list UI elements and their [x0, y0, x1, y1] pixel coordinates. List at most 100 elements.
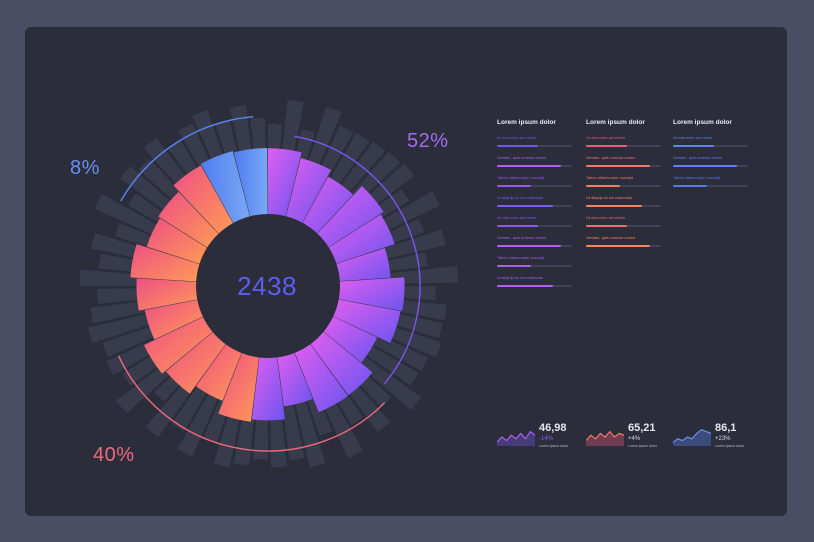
legend-item: Tation ullamcorper suscipit: [497, 175, 577, 195]
outer-arc: [120, 115, 254, 202]
background-bar: [343, 344, 422, 411]
segment-bar-0: [268, 148, 302, 217]
segment-bar-2: [233, 148, 268, 217]
progress-track: [497, 165, 572, 167]
legend-item: Ut aliquip ex ea commodo: [586, 195, 666, 215]
legend-item: Ut wisi enim ad minim: [586, 135, 666, 155]
segment-bar-0: [294, 344, 348, 413]
segment-bar-1: [143, 316, 213, 374]
sparkline-area: [586, 431, 624, 446]
column-title: Lorem ipsum dolor: [586, 119, 645, 126]
stat-caption: Lorem ipsum dolor: [628, 444, 657, 448]
progress-track: [586, 205, 661, 207]
segment-bar-0: [328, 214, 395, 264]
legend-item-label: Tation ullamcorper suscipit: [586, 175, 634, 180]
stat-change: +4%: [628, 436, 641, 442]
legend-item-label: Ut wisi enim ad minim: [497, 215, 536, 220]
legend-item: Veniam, quis nostrud exerci: [673, 155, 753, 175]
progress-fill: [586, 185, 620, 187]
progress-fill: [497, 145, 539, 147]
sparkline: [586, 430, 624, 446]
column-title: Lorem ipsum dolor: [673, 119, 732, 126]
legend-item: Tation ullamcorper suscipit: [673, 175, 753, 195]
legend-item-label: Ut wisi enim ad minim: [673, 135, 712, 140]
segment-bar-0: [285, 158, 332, 223]
stat-card: 46,98 -14% Lorem ipsum dolor: [497, 420, 577, 452]
outer-arc: [294, 135, 421, 385]
segment-label-purple: 52%: [407, 130, 449, 152]
progress-fill: [586, 165, 650, 167]
segment-bar-1: [146, 218, 208, 264]
legend-item-label: Ut wisi enim ad minim: [586, 215, 625, 220]
progress-fill: [586, 245, 650, 247]
segment-bar-0: [310, 331, 373, 396]
outer-arc: [117, 355, 386, 452]
segment-bar-1: [136, 278, 198, 311]
progress-fill: [586, 145, 628, 147]
legend-item-label: Tation ullamcorper suscipit: [673, 175, 721, 180]
segment-bar-2: [200, 151, 250, 223]
segment-bar-1: [173, 165, 233, 234]
progress-track: [586, 165, 661, 167]
progress-track: [586, 185, 661, 187]
legend-item-label: Veniam, quis nostrud exerci: [497, 235, 547, 240]
progress-track: [497, 185, 572, 187]
legend-item-label: Ut wisi enim ad minim: [497, 135, 536, 140]
stat-caption: Lorem ipsum dolor: [539, 444, 568, 448]
legend-item: Veniam, quis nostrud exerci: [586, 235, 666, 255]
legend-item: Veniam, quis nostrud exerci: [497, 235, 577, 255]
progress-fill: [497, 225, 539, 227]
progress-track: [497, 225, 572, 227]
legend-item: Tation ullamcorper suscipit: [586, 175, 666, 195]
legend-item-label: Veniam, quis nostrud exerci: [673, 155, 723, 160]
progress-track: [673, 165, 748, 167]
legend-item: Ut wisi enim ad minim: [586, 215, 666, 235]
progress-fill: [673, 185, 707, 187]
center-value: 2438: [237, 271, 297, 301]
legend-item: Tation ullamcorper suscipit: [497, 255, 577, 275]
legend-item-label: Veniam, quis nostrud exerci: [586, 235, 636, 240]
sparkline-area: [673, 429, 711, 446]
segment-bar-1: [165, 332, 226, 394]
stat-change: -14%: [539, 436, 554, 442]
stat-value: 65,21: [628, 422, 656, 434]
progress-fill: [586, 205, 643, 207]
segment-bar-1: [218, 353, 259, 422]
stat-card: 86,1 +23% Lorem ipsum dolor: [673, 420, 753, 452]
stat-caption: Lorem ipsum dolor: [715, 444, 744, 448]
legend-item: Ut aliquip ex ea commodo: [497, 195, 577, 215]
progress-fill: [497, 185, 531, 187]
segment-bar-1: [144, 299, 203, 340]
stat-change: +23%: [715, 436, 731, 442]
progress-fill: [673, 165, 737, 167]
progress-track: [497, 265, 572, 267]
sparkline: [673, 429, 711, 446]
segment-bar-0: [336, 248, 391, 282]
legend-column: Lorem ipsum dolor Ut wisi enim ad minim Ve…: [497, 119, 577, 295]
progress-fill: [586, 225, 628, 227]
progress-fill: [497, 245, 561, 247]
legend-item-label: Veniam, quis nostrud exerci: [586, 155, 636, 160]
segment-bar-1: [158, 191, 219, 248]
segment-bars: [130, 148, 405, 422]
progress-track: [673, 185, 748, 187]
progress-track: [497, 245, 572, 247]
segment-bar-0: [323, 316, 378, 363]
progress-fill: [497, 285, 554, 287]
legend-column: Lorem ipsum dolor Ut wisi enim ad minim Ve…: [586, 119, 666, 255]
legend-item: Veniam, quis nostrud exerci: [497, 155, 577, 175]
progress-track: [586, 245, 661, 247]
segment-bar-1: [195, 344, 242, 401]
legend-item-label: Veniam, quis nostrud exerci: [497, 155, 547, 160]
sparkline-line: [586, 430, 624, 441]
progress-track: [497, 205, 572, 207]
legend-item-label: Tation ullamcorper suscipit: [497, 255, 545, 260]
stat-card: 65,21 +4% Lorem ipsum dolor: [586, 420, 666, 452]
legend-item-label: Tation ullamcorper suscipit: [497, 175, 545, 180]
progress-track: [673, 145, 748, 147]
progress-track: [497, 285, 572, 287]
sparkline-line: [497, 430, 535, 443]
sparkline: [497, 430, 535, 446]
progress-fill: [497, 165, 561, 167]
